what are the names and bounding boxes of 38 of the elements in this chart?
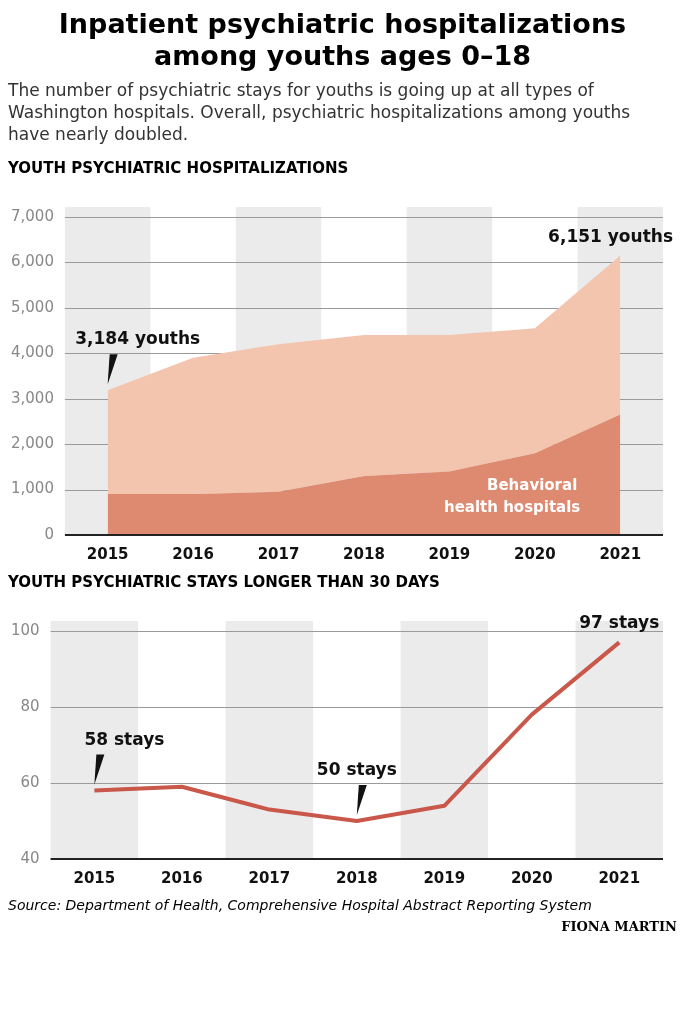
x-tick-label: 2019 [423,868,466,887]
x-tick-label: 2020 [510,868,553,887]
y-tick-label: 60 [20,772,40,791]
x-tick-label: 2018 [335,868,378,887]
x-tick-label: 2019 [428,544,471,563]
x-tick-label: 2021 [599,544,642,563]
y-tick-label: 2,000 [10,434,54,453]
source-note: Source: Department of Health, Comprehensive Hospital Abstract Reporting System [8,897,593,914]
annotation: 3,184 youths [75,328,201,349]
y-tick-label: 3,000 [10,388,54,407]
x-tick-label: 2016 [172,544,214,563]
x-tick-label: 2020 [513,544,556,563]
text: YOUTH PSYCHIATRIC HOSPITALIZATIONS [8,159,350,178]
series-label: Behavioral health hospitals [443,476,581,517]
y-tick-label: 1,000 [10,479,54,498]
x-tick-label: 2015 [86,544,129,563]
y-tick-label: 100 [10,620,40,639]
y-tick-label: 0 [44,524,54,543]
y-tick-label: 80 [20,696,40,715]
annotation: 97 stays [579,612,660,633]
x-tick-label: 2021 [598,868,641,887]
y-tick-label: 4,000 [10,343,54,362]
chart-title: Inpatient psychiatric hospitalizations among youths ages 0–18 [57,8,628,73]
annotation: 6,151 youths [548,225,673,246]
x-tick-label: 2016 [160,868,203,887]
text: YOUTH PSYCHIATRIC STAYS LONGER THAN 30 DAYS [8,573,441,592]
x-tick-label: 2018 [343,544,385,563]
annotation: 58 stays [84,728,165,749]
y-tick-label: 7,000 [10,206,54,225]
x-tick-label: 2017 [257,544,300,563]
chart-subtitle: The number of psychiatric stays for youths is going up at all types of Washington hospitals. Overall, psychiatric hospitalizations among youths have nearly doubled. [8,78,632,146]
y-tick-label: 6,000 [10,252,54,271]
annotation: 50 stays [316,759,397,780]
y-tick-label: 5,000 [10,297,54,316]
y-tick-label: 40 [20,848,40,867]
x-tick-label: 2015 [73,868,116,887]
x-tick-label: 2017 [248,868,291,887]
text: FIONA MARTIN [560,919,677,935]
